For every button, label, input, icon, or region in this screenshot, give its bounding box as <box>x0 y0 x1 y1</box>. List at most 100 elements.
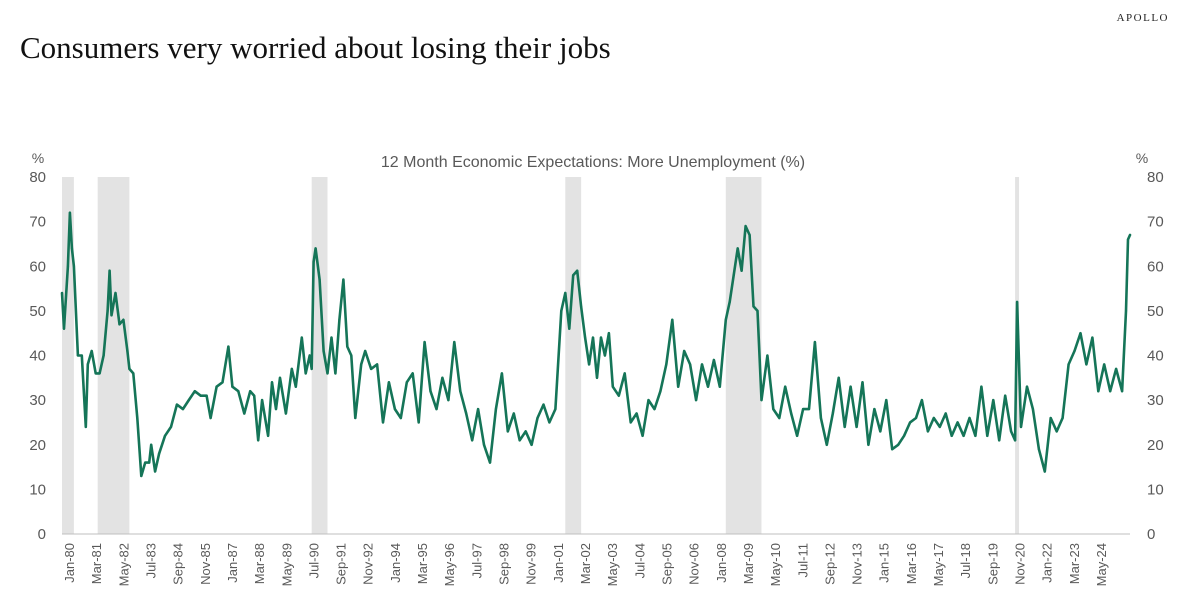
y-tick-label-right: 50 <box>1147 303 1164 320</box>
data-point <box>199 394 202 397</box>
data-point <box>364 349 367 353</box>
data-point <box>548 421 551 424</box>
y-tick-label-left: 30 <box>29 392 46 409</box>
data-point <box>1115 367 1118 370</box>
data-point <box>72 265 75 268</box>
data-point <box>1013 439 1017 442</box>
data-point <box>873 407 876 411</box>
data-point <box>318 278 321 281</box>
data-point <box>98 372 101 375</box>
x-tick-label: Jul-18 <box>958 543 973 578</box>
data-point <box>1025 385 1029 388</box>
x-tick-label: May-10 <box>768 543 783 586</box>
data-point <box>974 434 977 437</box>
data-point <box>300 336 303 339</box>
y-tick-label-right: 70 <box>1147 214 1164 231</box>
data-point <box>926 430 929 433</box>
data-point <box>181 407 184 411</box>
data-point <box>756 309 759 312</box>
x-tick-label: Nov-20 <box>1013 543 1028 585</box>
data-point <box>843 425 846 428</box>
data-point <box>1019 425 1023 428</box>
x-tick-label: May-24 <box>1094 543 1109 586</box>
data-point <box>261 399 264 402</box>
chart-axes: 0 0 10 10 20 20 30 30 40 40 50 50 60 60 70 70 80 80 Jan-80… <box>29 169 1163 586</box>
data-point <box>554 407 557 411</box>
data-point <box>576 269 579 272</box>
data-point <box>465 412 468 415</box>
data-point <box>700 363 704 366</box>
data-point <box>322 349 325 353</box>
data-point <box>237 390 240 393</box>
data-point <box>221 381 224 384</box>
data-point <box>459 390 462 393</box>
data-point <box>157 452 161 455</box>
data-point <box>304 372 307 375</box>
x-tick-label: Jul-83 <box>143 543 158 578</box>
series-layer <box>60 211 1132 478</box>
data-point <box>740 269 743 272</box>
x-tick-label: Sep-19 <box>985 543 1000 585</box>
data-point <box>938 425 941 428</box>
x-tick-label: Mar-23 <box>1067 543 1082 584</box>
y-tick-label-right: 20 <box>1147 437 1164 454</box>
data-point <box>136 416 139 420</box>
x-tick-label: Mar-09 <box>741 543 756 584</box>
data-point <box>568 327 571 330</box>
data-point <box>748 233 751 237</box>
data-point <box>243 412 246 415</box>
data-point <box>477 407 480 411</box>
data-point <box>944 412 947 415</box>
data-point <box>1015 300 1019 304</box>
data-point <box>494 407 498 411</box>
data-point <box>118 323 121 326</box>
data-point <box>1073 349 1076 353</box>
data-point <box>144 461 147 464</box>
data-point <box>891 448 894 451</box>
recession-band <box>565 177 582 534</box>
page-title: Consumers very worried about losing thei… <box>20 30 611 65</box>
data-point <box>187 399 190 402</box>
data-point <box>1097 390 1100 393</box>
data-point <box>849 385 852 388</box>
data-point <box>205 394 208 397</box>
data-point <box>595 376 599 379</box>
data-point <box>784 385 787 388</box>
data-point <box>603 354 607 357</box>
recession-band <box>62 177 74 534</box>
data-point <box>629 421 632 424</box>
data-point <box>819 416 822 420</box>
data-point <box>825 443 828 446</box>
data-point <box>308 354 311 357</box>
data-point <box>90 349 93 353</box>
y-tick-label-left: 10 <box>29 481 46 498</box>
data-point <box>60 291 64 295</box>
data-point <box>724 318 727 321</box>
data-point <box>193 390 196 393</box>
series-line <box>60 211 1132 478</box>
data-point <box>903 434 906 437</box>
data-point <box>1128 233 1132 237</box>
x-tick-label: Jul-90 <box>306 543 321 578</box>
data-point <box>712 358 715 362</box>
x-tick-label: Nov-99 <box>524 543 539 585</box>
data-point <box>257 439 260 442</box>
data-point <box>1091 336 1094 339</box>
data-point <box>801 407 805 411</box>
data-point <box>580 305 583 308</box>
data-point <box>163 434 167 437</box>
data-point <box>572 274 575 277</box>
data-point <box>253 394 256 397</box>
data-point <box>861 381 864 384</box>
x-tick-label: Sep-84 <box>171 543 186 585</box>
data-point <box>584 336 587 339</box>
data-point <box>992 399 995 402</box>
data-point <box>375 363 379 366</box>
data-point <box>986 434 989 437</box>
data-point <box>312 260 315 263</box>
x-tick-label: Jan-01 <box>551 543 566 583</box>
data-point <box>84 425 87 428</box>
data-point <box>274 407 278 411</box>
data-point <box>807 407 811 411</box>
data-point <box>154 470 157 473</box>
